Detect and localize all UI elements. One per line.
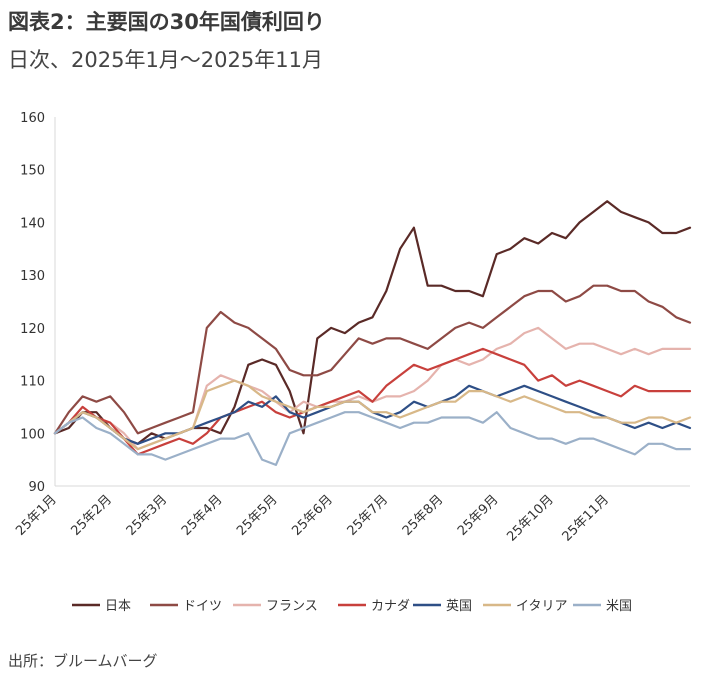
- y-tick-label: 160: [20, 111, 45, 126]
- x-tick-label: 25年1月: [13, 492, 60, 539]
- x-tick-label: 25年11月: [560, 492, 612, 544]
- y-tick-label: 110: [20, 375, 45, 390]
- series-line-フランス: [53, 326, 692, 451]
- x-tick-label: 25年7月: [345, 492, 392, 539]
- x-tick-label: 25年2月: [68, 492, 115, 539]
- legend-label-フランス: フランス: [266, 599, 318, 614]
- legend-label-英国: 英国: [446, 599, 472, 614]
- y-tick-label: 150: [20, 164, 45, 179]
- y-axis-ticks: 90 100 110 120 130 140 150 160: [20, 111, 45, 495]
- legend-label-イタリア: イタリア: [516, 599, 567, 614]
- series-line-米国: [53, 411, 692, 466]
- y-tick-label: 100: [20, 427, 45, 442]
- x-tick-label: 25年6月: [289, 492, 336, 539]
- chart-subtitle: 日次、2025年1月～2025年11月: [8, 48, 323, 72]
- y-tick-label: 120: [20, 322, 45, 337]
- x-axis-ticks: 25年1月 25年2月 25年3月 25年4月 25年5月 25年6月 25年7月 25年8月…: [13, 492, 612, 544]
- chart-title: 図表2：主要国の30年国債利回り: [8, 10, 325, 34]
- series-lines: [53, 200, 692, 466]
- y-tick-label: 90: [28, 480, 45, 495]
- chart-axes: [54, 117, 690, 487]
- series-line-日本: [53, 200, 692, 445]
- legend-label-日本: 日本: [105, 599, 131, 614]
- x-tick-label: 25年10月: [504, 492, 556, 544]
- series-line-カナダ: [53, 347, 692, 456]
- legend-label-米国: 米国: [606, 599, 632, 614]
- legend-label-カナダ: カナダ: [371, 599, 410, 614]
- y-tick-label: 140: [20, 216, 45, 231]
- y-tick-label: 130: [20, 269, 45, 284]
- series-line-ドイツ: [53, 284, 692, 435]
- x-tick-label: 25年9月: [455, 492, 502, 539]
- legend-label-ドイツ: ドイツ: [183, 599, 222, 614]
- x-tick-label: 25年8月: [400, 492, 447, 539]
- x-tick-label: 25年4月: [179, 492, 226, 539]
- chart-legend: 日本 ドイツ フランス カナダ 英国 イタリア 米国: [72, 599, 632, 614]
- source-note: 出所：ブルームバーグ: [8, 652, 158, 670]
- x-tick-label: 25年3月: [124, 492, 171, 539]
- x-tick-label: 25年5月: [234, 492, 281, 539]
- series-line-イタリア: [53, 379, 692, 451]
